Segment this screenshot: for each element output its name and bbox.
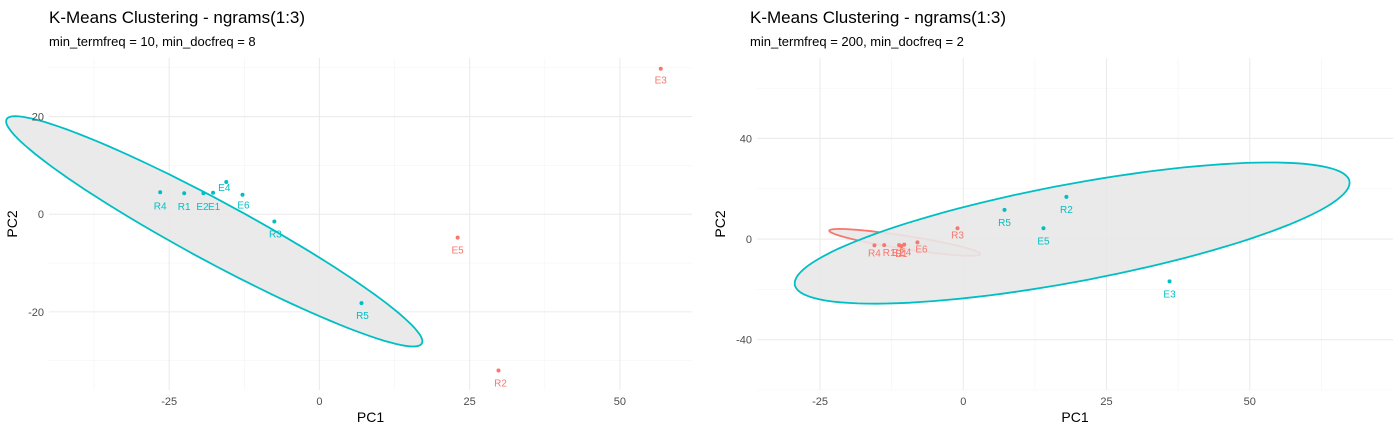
data-point-R3 — [955, 226, 960, 231]
x-tick-label: 50 — [1244, 396, 1256, 408]
data-point-R5 — [1002, 207, 1007, 212]
point-label-R3: R3 — [269, 230, 282, 241]
point-label-R3: R3 — [951, 230, 964, 241]
data-point-E3 — [658, 66, 663, 71]
x-axis-title: PC1 — [357, 409, 384, 425]
x-tick-label: 0 — [960, 396, 966, 408]
point-label-E2: E2 — [892, 248, 905, 259]
cluster-2-ellipse — [5, 115, 424, 348]
y-tick-label: 0 — [38, 209, 44, 221]
chart-panel-1: R4 R1 E2 E1 E4 E6 R3 R5 E5 R2 E3 -25 0 25 50 -20 0 20 PC1 P… — [4, 8, 692, 425]
y-tick-label: 20 — [32, 112, 44, 124]
y-tick-label: 0 — [746, 234, 752, 246]
point-label-R1: R1 — [883, 248, 896, 259]
point-label-R1: R1 — [178, 202, 191, 213]
point-label-R5: R5 — [998, 218, 1011, 229]
point-label-E2: E2 — [196, 202, 209, 213]
point-label-E4: E4 — [218, 183, 231, 194]
y-axis-title: PC2 — [712, 210, 728, 237]
data-point-E3 — [1167, 279, 1172, 284]
data-point-R3 — [272, 219, 277, 224]
data-point-E1 — [211, 190, 216, 195]
point-label-E1: E1 — [208, 202, 221, 213]
point-label-E1: E1 — [895, 249, 908, 260]
data-point-E6 — [915, 240, 920, 245]
y-tick-label: -40 — [736, 335, 752, 347]
chart-title: K-Means Clustering - ngrams(1:3) — [750, 8, 1006, 27]
data-point-E4 — [224, 180, 229, 185]
data-point-E2 — [201, 191, 206, 196]
point-label-E5: E5 — [1037, 236, 1050, 247]
y-tick-label: -20 — [28, 307, 44, 319]
data-point-E6 — [240, 192, 245, 197]
point-label-R4: R4 — [154, 201, 167, 212]
x-tick-label: 0 — [316, 396, 322, 408]
data-point-E4 — [902, 242, 907, 247]
cluster-2-ellipse — [793, 161, 1351, 305]
data-point-R1 — [882, 243, 887, 248]
data-point-R5 — [359, 301, 364, 306]
point-label-R2: R2 — [1060, 205, 1073, 216]
x-axis-title: PC1 — [1061, 409, 1088, 425]
point-label-E6: E6 — [237, 201, 250, 212]
data-point-R4 — [158, 190, 163, 195]
data-point-E5 — [1041, 226, 1046, 231]
point-label-R5: R5 — [356, 311, 369, 322]
data-point-E5 — [455, 235, 460, 240]
data-point-R2 — [496, 368, 501, 373]
x-tick-label: 50 — [614, 396, 626, 408]
point-label-E6: E6 — [915, 244, 928, 255]
chart-subtitle: min_termfreq = 200, min_docfreq = 2 — [750, 34, 964, 49]
point-label-E3: E3 — [655, 76, 668, 87]
chart-subtitle: min_termfreq = 10, min_docfreq = 8 — [49, 34, 256, 49]
point-label-E4: E4 — [899, 248, 912, 259]
x-tick-label: 25 — [1100, 396, 1112, 408]
point-label-R2: R2 — [494, 378, 507, 389]
x-tick-label: -25 — [812, 396, 828, 408]
y-axis-title: PC2 — [4, 210, 20, 237]
chart-title: K-Means Clustering - ngrams(1:3) — [49, 8, 305, 27]
x-tick-label: -25 — [161, 396, 177, 408]
x-tick-label: 25 — [464, 396, 476, 408]
data-point-R1 — [182, 191, 187, 196]
data-point-R2 — [1064, 194, 1069, 199]
data-point-R4 — [872, 243, 877, 248]
point-label-E5: E5 — [452, 246, 465, 257]
point-label-R4: R4 — [868, 248, 881, 259]
point-label-E3: E3 — [1163, 289, 1176, 300]
y-tick-label: 40 — [740, 133, 752, 145]
